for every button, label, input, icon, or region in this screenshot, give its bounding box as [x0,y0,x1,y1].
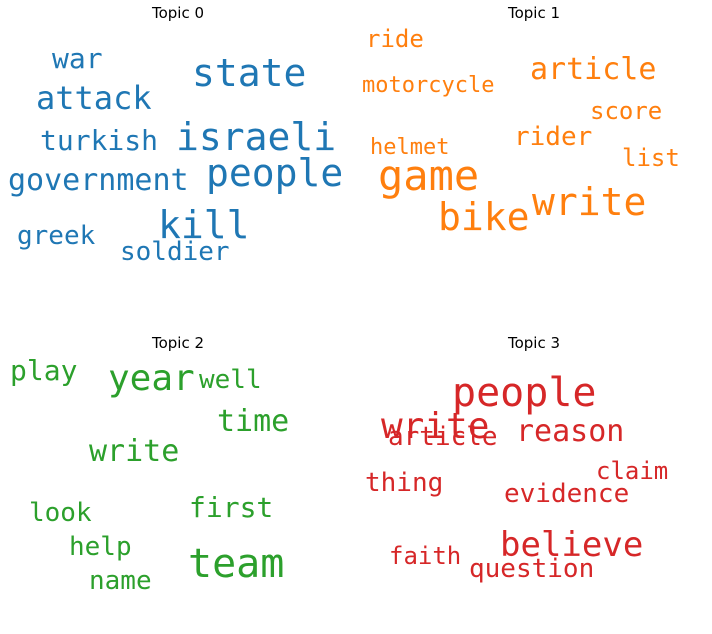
topic-0-panel: Topic 0 state israeli people kill attack gove… [0,0,356,304]
word-kill: kill [158,203,250,247]
word-war: war [52,42,103,75]
word-name: name [89,566,152,596]
word-claim: claim [596,457,669,485]
word-year: year [108,358,195,399]
word-helmet: helmet [370,135,450,160]
word-government: government [8,163,189,198]
word-article: article [388,422,498,452]
word-look: look [29,498,92,528]
word-time: time [217,404,290,439]
topic-3-title: Topic 3 [507,334,561,352]
word-people: people [206,151,344,195]
word-thing: thing [365,468,444,498]
word-question: question [469,554,595,584]
word-help: help [69,532,132,562]
word-score: score [590,97,663,125]
word-bike: bike [438,195,530,239]
word-list: list [622,144,680,172]
topic-1-title: Topic 1 [507,4,561,22]
word-believe: believe [500,525,644,565]
word-article: article [530,52,657,87]
word-soldier: soldier [120,237,230,267]
topic-2-title: Topic 2 [151,334,205,352]
word-write: write [532,180,647,224]
word-team: team [188,541,285,587]
word-attack: attack [36,79,152,117]
topic-2-panel: Topic 2 team year time write first play well lo… [0,330,356,634]
word-israeli: israeli [176,115,337,159]
word-first: first [189,491,274,524]
word-turkish: turkish [40,124,159,157]
word-state: state [192,51,307,95]
word-reason: reason [516,414,625,449]
topic-3-panel: Topic 3 people write believe reason evidence… [356,330,712,634]
word-motorcycle: motorcycle [362,73,495,98]
topic-1-panel: Topic 1 game write bike article rider ride sco… [356,0,712,304]
topic-0-title: Topic 0 [151,4,205,22]
word-greek: greek [17,221,96,251]
word-write: write [381,406,490,447]
word-write: write [89,434,180,469]
word-evidence: evidence [504,479,630,509]
word-rider: rider [514,122,593,152]
word-people: people [452,370,597,416]
word-play: play [10,354,78,387]
word-well: well [199,365,262,395]
word-game: game [378,151,480,200]
word-faith: faith [389,542,462,570]
word-ride: ride [366,25,424,53]
